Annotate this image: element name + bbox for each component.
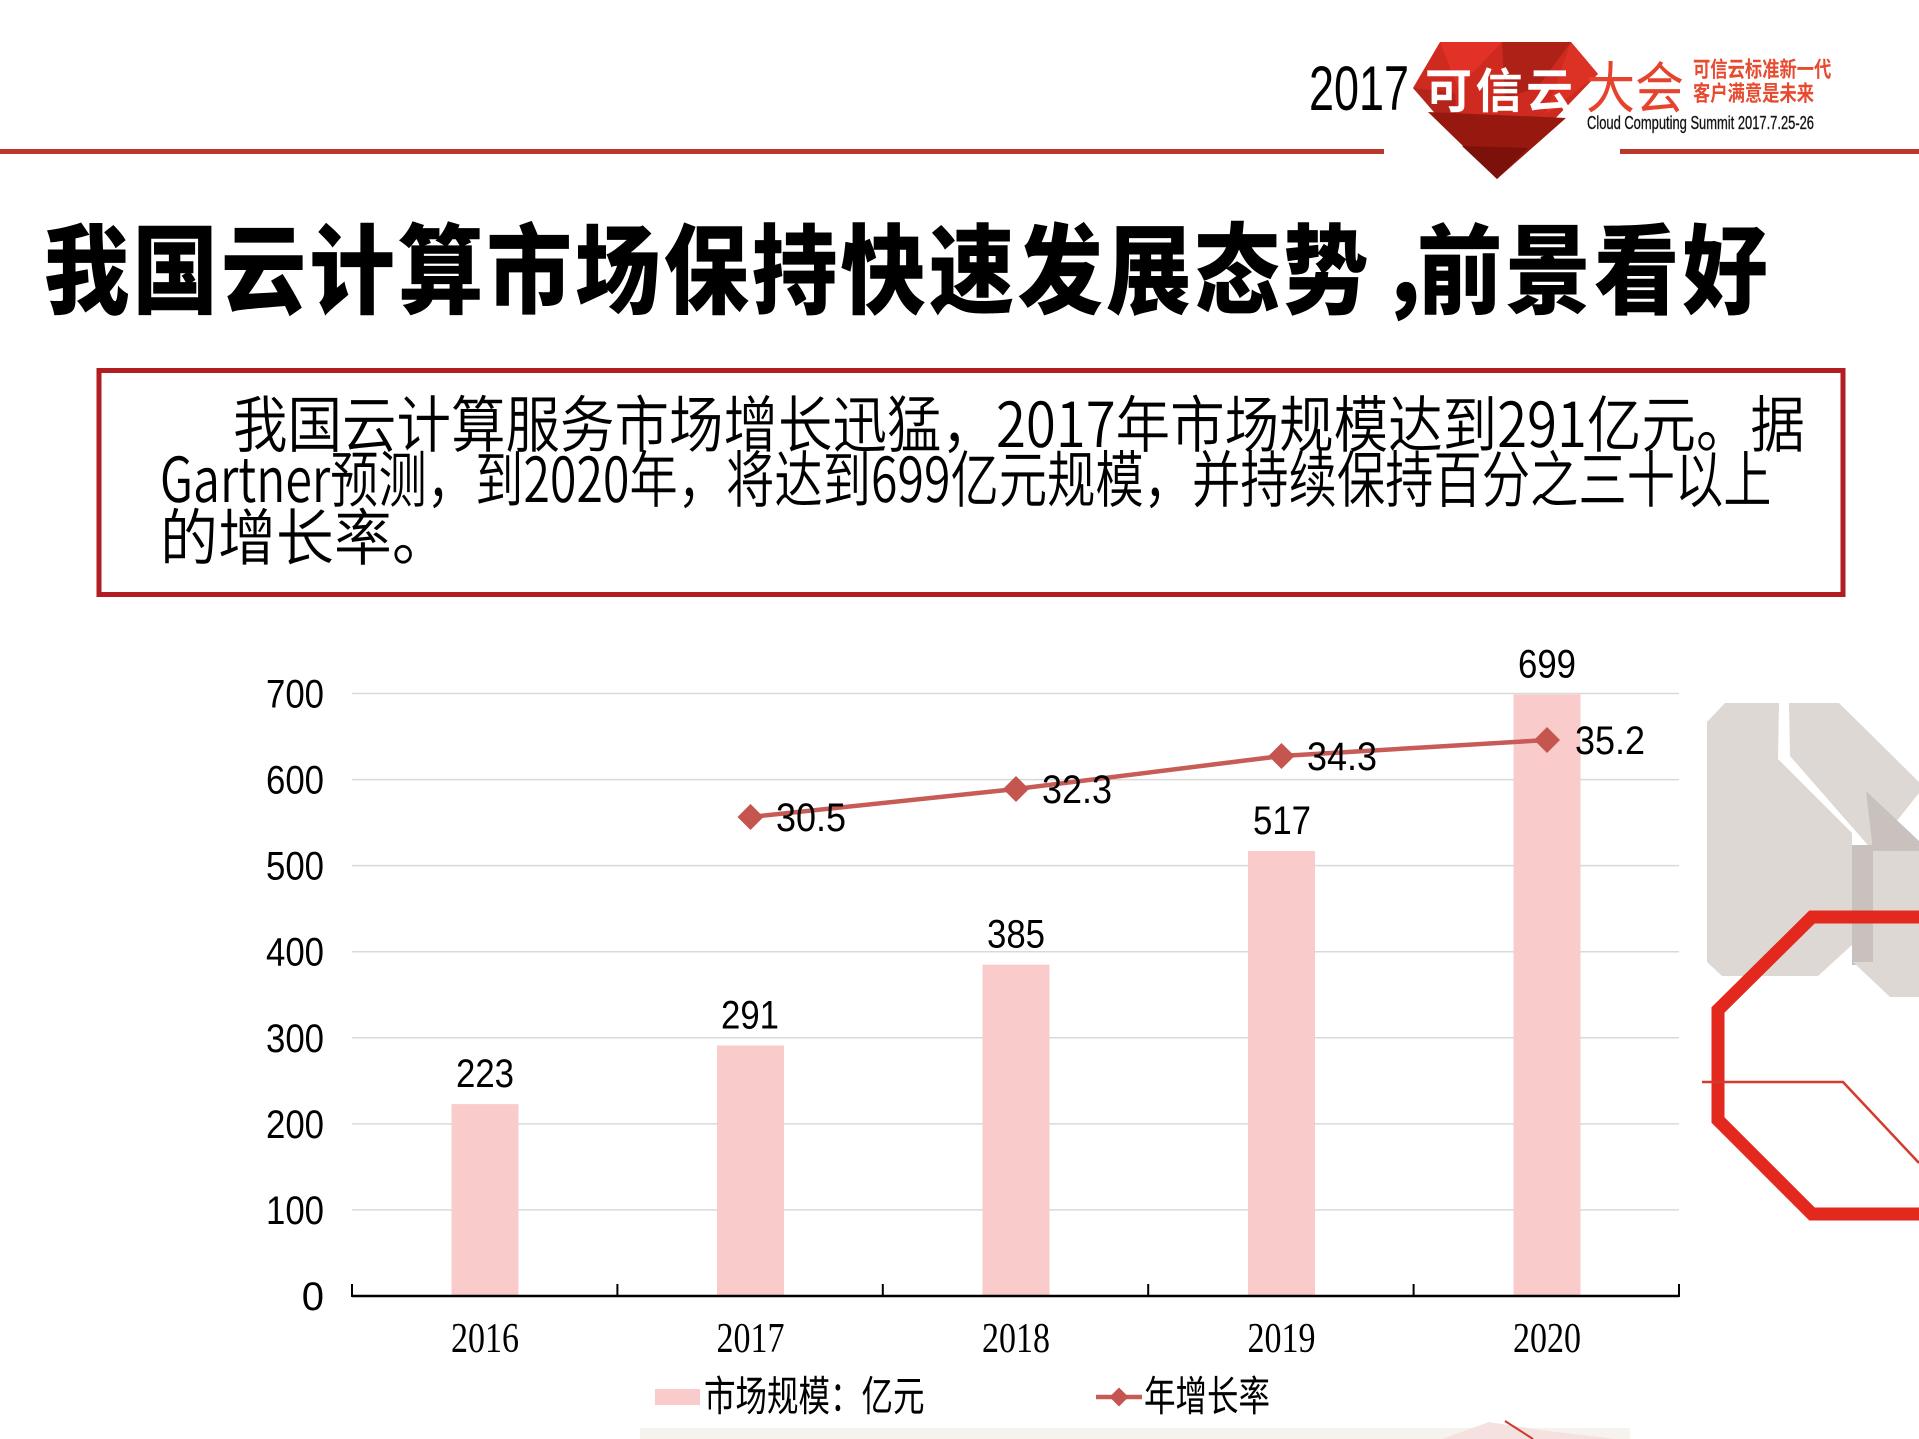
svg-text:700: 700	[266, 673, 324, 717]
svg-text:2017: 2017	[1309, 54, 1409, 124]
svg-text:100: 100	[266, 1189, 324, 1233]
svg-text:699: 699	[1518, 642, 1576, 686]
svg-text:200: 200	[266, 1103, 324, 1147]
svg-text:500: 500	[266, 845, 324, 889]
svg-text:223: 223	[456, 1052, 514, 1096]
svg-text:600: 600	[266, 759, 324, 803]
svg-text:291: 291	[721, 994, 779, 1038]
svg-text:2019: 2019	[1248, 1316, 1316, 1362]
svg-text:35.2: 35.2	[1575, 719, 1645, 763]
svg-text:Cloud Computing Summit 2017.7.: Cloud Computing Summit 2017.7.25-26	[1587, 112, 1814, 133]
svg-text:2020: 2020	[1513, 1316, 1581, 1362]
svg-text:0: 0	[302, 1275, 324, 1319]
svg-text:300: 300	[266, 1017, 324, 1061]
svg-text:32.3: 32.3	[1042, 768, 1112, 812]
svg-text:385: 385	[987, 913, 1045, 957]
svg-text:2018: 2018	[982, 1316, 1050, 1362]
svg-text:30.5: 30.5	[776, 796, 846, 840]
svg-text:2017: 2017	[717, 1316, 785, 1362]
svg-text:517: 517	[1253, 799, 1311, 843]
svg-text:34.3: 34.3	[1307, 735, 1377, 779]
svg-text:400: 400	[266, 931, 324, 975]
svg-text:2016: 2016	[451, 1316, 519, 1362]
